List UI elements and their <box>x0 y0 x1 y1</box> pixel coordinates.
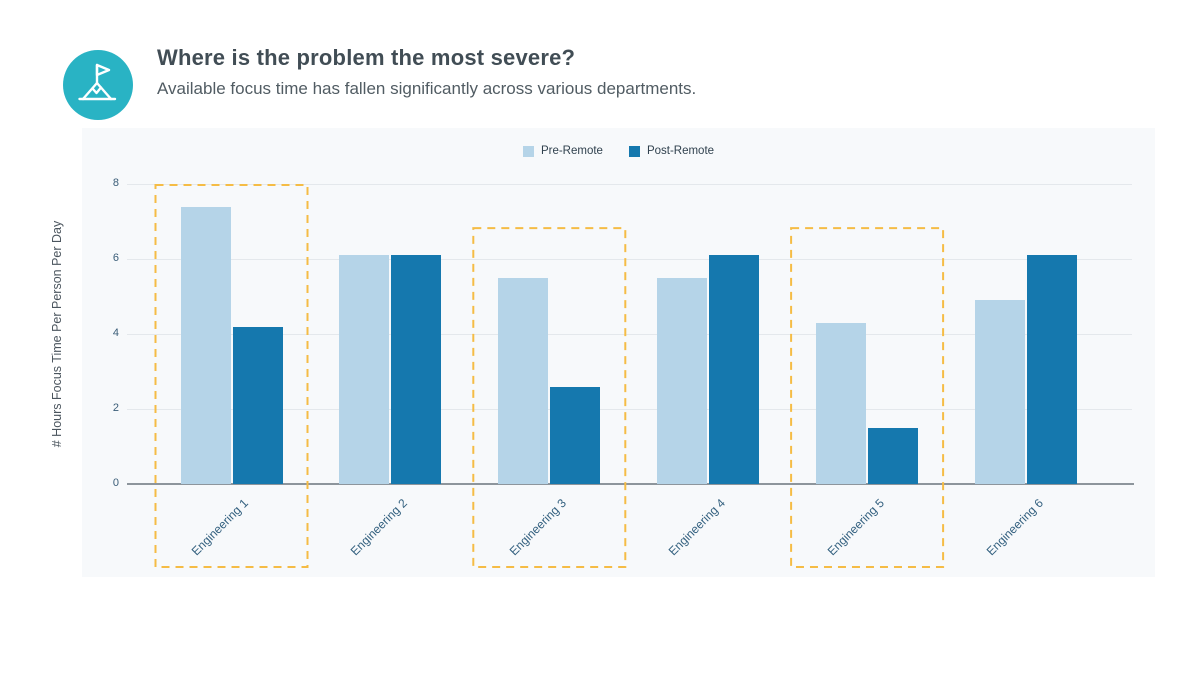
chart-panel: Pre-Remote Post-Remote 0 2 4 6 8 Engineering 1… <box>82 128 1155 577</box>
bar-post-remote-2 <box>391 255 442 484</box>
gridline <box>127 183 1132 185</box>
plot-area: 0 2 4 6 8 Engineering 1 Engineering 2 Engineeri… <box>113 177 1134 568</box>
page-subtitle: Available focus time has fallen signific… <box>157 79 697 98</box>
x-axis-line <box>127 483 1134 485</box>
y-tick-label: 0 <box>112 477 119 489</box>
bar-pre-remote-1 <box>180 206 231 484</box>
highlight-box <box>790 227 945 568</box>
bar-pre-remote-5 <box>816 322 867 484</box>
y-axis-title: # Hours Focus Time Per Person Per Day <box>50 220 64 448</box>
header-text: Where is the problem the most severe? Av… <box>157 45 696 99</box>
y-tick-label: 6 <box>112 252 119 264</box>
bar-post-remote-6 <box>1027 255 1077 484</box>
legend-item: Post-Remote <box>628 145 715 157</box>
page-title: Where is the problem the most severe? <box>157 45 576 70</box>
summit-flag-icon <box>63 50 133 120</box>
chart-legend: Pre-Remote Post-Remote <box>82 145 1155 157</box>
legend-item: Pre-Remote <box>522 145 603 157</box>
highlight-overlay <box>154 184 945 568</box>
gridline <box>127 333 1132 335</box>
highlight-box <box>472 227 627 568</box>
bar-post-remote-5 <box>868 427 919 484</box>
legend-label: Pre-Remote <box>540 145 603 157</box>
bar-post-remote-4 <box>709 255 760 484</box>
y-tick-label: 4 <box>112 327 119 339</box>
gridline <box>127 258 1132 260</box>
legend-swatch-icon <box>522 145 534 157</box>
bar-post-remote-3 <box>550 386 601 484</box>
bar-pre-remote-3 <box>498 277 549 484</box>
bar-post-remote-1 <box>232 326 283 484</box>
y-tick-label: 2 <box>112 402 119 414</box>
bar-pre-remote-4 <box>657 277 708 484</box>
highlight-box <box>154 184 309 568</box>
legend-swatch-icon <box>628 145 640 157</box>
legend-label: Post-Remote <box>646 145 715 157</box>
y-tick-label: 8 <box>112 177 119 189</box>
gridline <box>127 408 1132 410</box>
bar-pre-remote-6 <box>975 300 1025 484</box>
bar-pre-remote-2 <box>339 255 390 484</box>
